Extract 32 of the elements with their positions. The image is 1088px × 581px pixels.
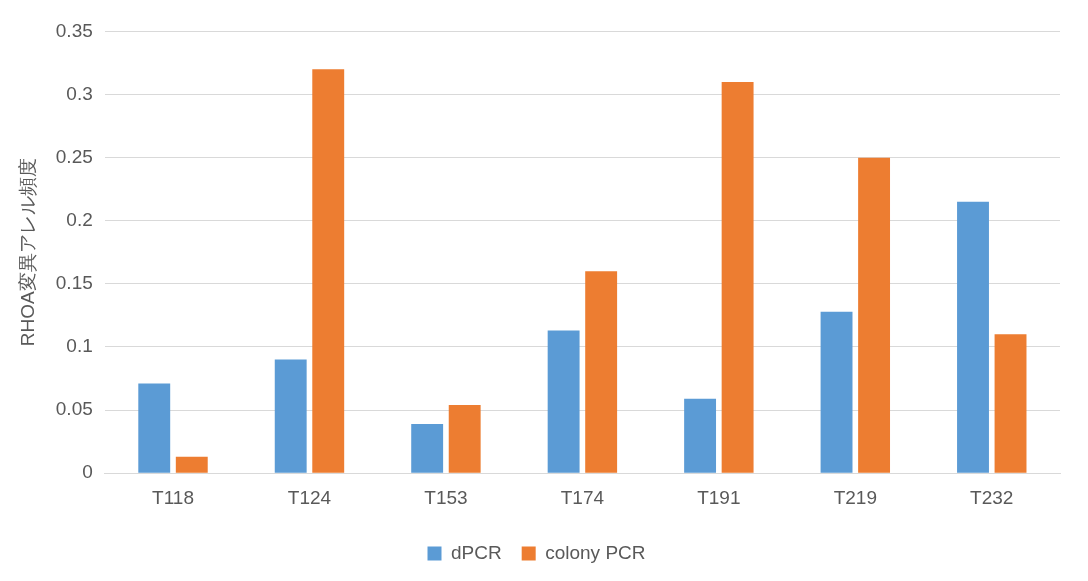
y-axis-title: RHOA変異アレル頻度 [16, 158, 38, 347]
y-tick-label: 0.35 [55, 19, 93, 41]
legend-label: dPCR [451, 541, 502, 563]
bar [448, 405, 481, 473]
y-tick-label: 0 [82, 461, 93, 483]
bar [820, 311, 853, 473]
x-tick-label: T118 [152, 486, 194, 508]
bar [684, 398, 717, 473]
y-tick-label: 0.05 [55, 398, 93, 420]
x-tick-label: T191 [697, 486, 741, 508]
legend-label: colony PCR [545, 541, 646, 563]
x-tick-label: T124 [287, 486, 332, 508]
x-tick-label: T153 [424, 486, 468, 508]
x-tick-label: T232 [970, 486, 1014, 508]
y-tick-label: 0.3 [66, 82, 93, 104]
bar [547, 330, 580, 473]
bar [957, 201, 989, 473]
y-tick-label: 0.2 [66, 208, 93, 230]
y-tick-label: 0.15 [55, 272, 93, 294]
bar [138, 383, 171, 473]
y-tick-label: 0.1 [66, 335, 93, 357]
bar [994, 334, 1027, 473]
x-tick-label: T219 [833, 486, 877, 508]
bar [175, 456, 208, 473]
bar [274, 359, 307, 473]
bar [312, 69, 345, 473]
bar [585, 271, 618, 473]
bar [721, 81, 754, 473]
y-tick-label: 0.25 [55, 145, 93, 167]
bar [411, 423, 444, 473]
x-tick-label: T174 [560, 486, 605, 508]
bar [858, 157, 891, 473]
